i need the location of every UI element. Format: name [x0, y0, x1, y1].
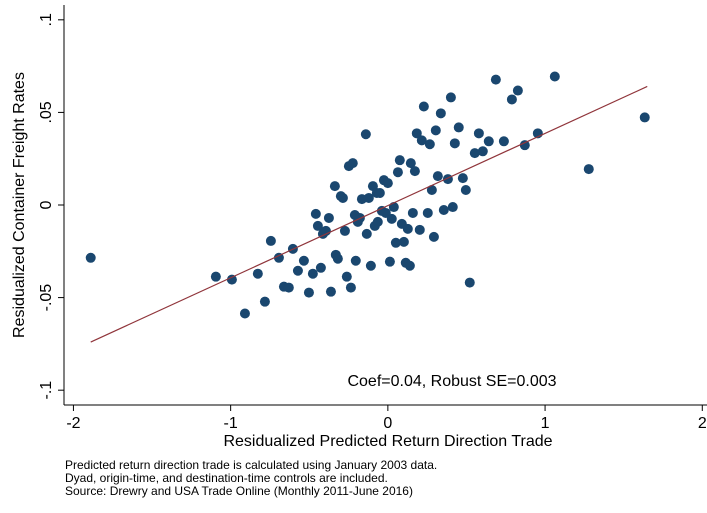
- point: [374, 187, 385, 198]
- point: [519, 140, 530, 151]
- point: [405, 158, 416, 169]
- point: [283, 282, 294, 293]
- y-tick-label: -.05: [38, 284, 55, 312]
- point: [384, 256, 395, 267]
- x-tick-label: 1: [541, 415, 550, 432]
- point: [639, 112, 650, 123]
- point: [85, 252, 96, 263]
- point: [390, 237, 401, 248]
- point: [404, 260, 415, 271]
- point: [341, 271, 352, 282]
- point: [339, 225, 350, 236]
- point: [388, 202, 399, 213]
- note: Predicted return direction trade is calc…: [65, 458, 437, 472]
- point: [416, 135, 427, 146]
- point: [549, 71, 560, 82]
- point: [512, 85, 523, 96]
- point: [430, 125, 441, 136]
- point: [469, 148, 480, 159]
- point: [329, 181, 340, 192]
- point: [398, 236, 409, 247]
- point: [449, 138, 460, 149]
- point: [292, 265, 303, 276]
- point: [394, 155, 405, 166]
- point: [414, 224, 425, 235]
- point: [337, 192, 348, 203]
- point: [386, 213, 397, 224]
- point: [315, 262, 326, 273]
- point: [473, 128, 484, 139]
- y-tick-label: .05: [38, 101, 55, 123]
- point: [498, 136, 509, 147]
- x-tick-label: 2: [698, 415, 707, 432]
- point: [506, 94, 517, 105]
- point: [464, 277, 475, 288]
- point: [457, 173, 468, 184]
- point: [477, 146, 488, 157]
- point: [453, 122, 464, 133]
- point: [210, 271, 221, 282]
- point: [307, 268, 318, 279]
- y-axis-title: Residualized Container Freight Rates: [11, 72, 28, 338]
- point: [303, 287, 314, 298]
- x-tick-label: -2: [66, 415, 80, 432]
- point: [407, 207, 418, 218]
- point: [365, 260, 376, 271]
- point: [382, 178, 393, 189]
- point: [432, 171, 443, 182]
- point: [312, 220, 323, 231]
- point: [310, 208, 321, 219]
- y-tick-label: 0: [38, 200, 55, 209]
- point: [402, 223, 413, 234]
- point: [325, 286, 336, 297]
- y-tick-label: .1: [38, 13, 55, 26]
- x-tick-label: -1: [224, 415, 238, 432]
- note: Dyad, origin-time, and destination-time …: [65, 471, 388, 485]
- fit-line: [90, 85, 648, 343]
- note: Source: Drewry and USA Trade Online (Mon…: [65, 484, 413, 498]
- point: [361, 228, 372, 239]
- point: [323, 212, 334, 223]
- point: [392, 167, 403, 178]
- point: [226, 274, 237, 285]
- point: [483, 136, 494, 147]
- y-tick-label: -.1: [38, 381, 55, 400]
- point: [409, 166, 420, 177]
- annotation: Coef=0.04, Robust SE=0.003: [347, 373, 556, 390]
- point: [360, 129, 371, 140]
- point: [438, 205, 449, 215]
- point: [426, 185, 437, 195]
- point: [265, 235, 276, 246]
- point: [583, 164, 594, 175]
- point: [345, 282, 356, 293]
- point: [332, 253, 343, 264]
- point: [445, 92, 456, 103]
- point: [435, 108, 446, 119]
- x-tick-label: 0: [383, 415, 392, 432]
- point: [239, 308, 250, 319]
- point: [460, 185, 471, 195]
- point: [424, 139, 435, 150]
- point: [273, 252, 284, 263]
- point: [422, 207, 433, 218]
- x-axis-title: Residualized Predicted Return Direction …: [223, 433, 552, 450]
- point: [447, 202, 458, 213]
- point: [252, 268, 263, 279]
- point: [411, 128, 422, 139]
- point: [298, 255, 309, 266]
- point: [259, 296, 270, 307]
- point: [428, 231, 439, 242]
- point: [490, 74, 501, 85]
- point: [363, 192, 374, 203]
- point: [418, 101, 429, 112]
- point: [350, 255, 361, 266]
- point: [372, 216, 383, 227]
- point: [347, 158, 358, 169]
